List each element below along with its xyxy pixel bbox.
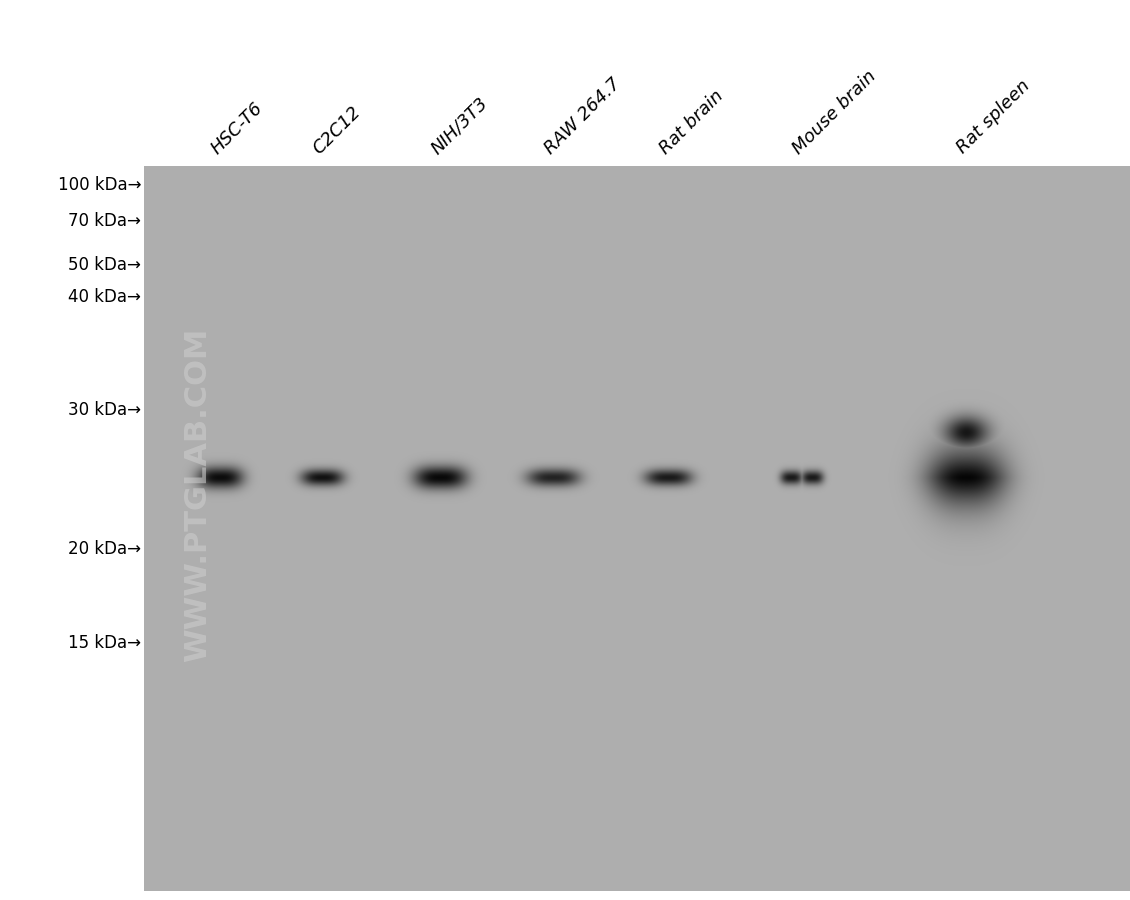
Text: RAW 264.7: RAW 264.7 — [541, 74, 624, 158]
Text: 70 kDa→: 70 kDa→ — [69, 212, 141, 230]
Text: WWW.PTGLAB.COM: WWW.PTGLAB.COM — [183, 328, 212, 662]
Text: 40 kDa→: 40 kDa→ — [69, 288, 141, 306]
Text: NIH/3T3: NIH/3T3 — [428, 94, 492, 158]
Text: 100 kDa→: 100 kDa→ — [58, 176, 141, 194]
Text: 15 kDa→: 15 kDa→ — [68, 634, 141, 652]
Text: Rat spleen: Rat spleen — [954, 77, 1034, 158]
Text: Mouse brain: Mouse brain — [790, 67, 880, 158]
Text: 20 kDa→: 20 kDa→ — [68, 540, 141, 558]
Text: 50 kDa→: 50 kDa→ — [69, 256, 141, 274]
Text: 30 kDa→: 30 kDa→ — [68, 400, 141, 418]
Text: C2C12: C2C12 — [310, 103, 364, 158]
Text: Rat brain: Rat brain — [657, 86, 728, 158]
Text: HSC-T6: HSC-T6 — [208, 99, 267, 158]
